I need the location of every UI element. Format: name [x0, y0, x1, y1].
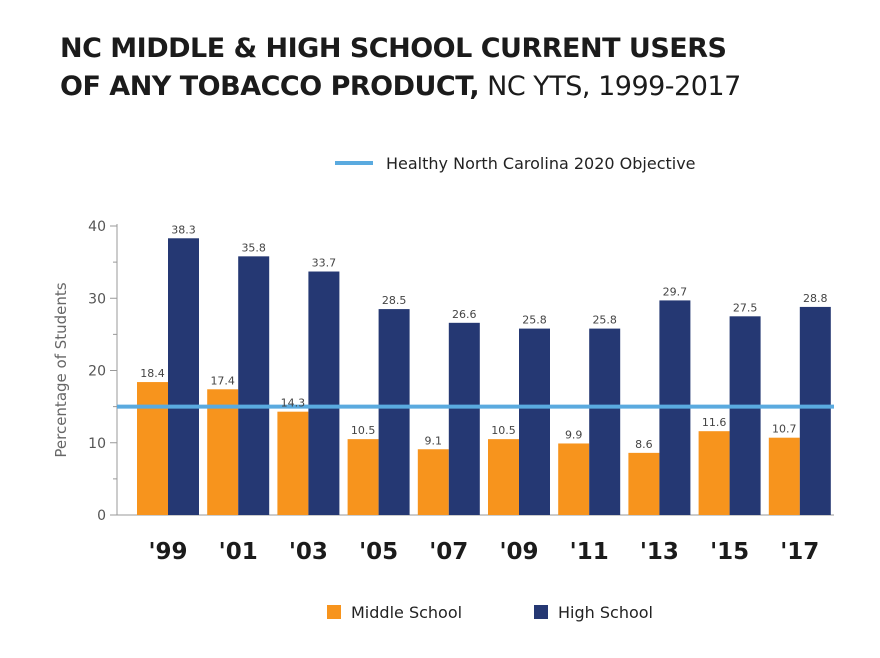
value-label: 25.8: [592, 314, 617, 327]
bar-high-school: [238, 256, 270, 515]
legend-swatch-middle-school: [327, 605, 341, 619]
value-label: 9.9: [565, 428, 583, 441]
value-label: 27.5: [733, 301, 758, 314]
value-label: 11.6: [702, 416, 727, 429]
x-tick-label: '01: [219, 539, 258, 565]
value-label: 10.7: [772, 423, 797, 436]
bar-high-school: [729, 316, 761, 515]
bar-high-school: [308, 271, 340, 515]
chart-title-line1: NC MIDDLE & HIGH SCHOOL CURRENT USERS: [60, 33, 727, 64]
bar-middle-school: [347, 439, 379, 515]
bar-middle-school: [558, 443, 590, 515]
value-label: 28.8: [803, 292, 828, 305]
bar-high-school: [378, 309, 410, 515]
bar-high-school: [448, 322, 480, 515]
legend-swatch-high-school: [534, 605, 548, 619]
value-label: 10.5: [351, 424, 376, 437]
chart-title-line2-light: NC YTS, 1999-2017: [479, 71, 741, 102]
x-tick-label: '03: [289, 539, 328, 565]
bar-middle-school: [417, 449, 449, 515]
y-tick-label: 0: [97, 508, 106, 524]
chart-title-line2-bold: OF ANY TOBACCO PRODUCT,: [60, 71, 480, 102]
y-tick-label: 10: [88, 436, 106, 452]
bar-high-school: [168, 238, 199, 515]
value-label: 29.7: [663, 285, 688, 298]
value-label: 28.5: [382, 294, 407, 307]
value-label: 10.5: [491, 424, 516, 437]
legend: Middle School High School: [327, 603, 653, 622]
value-label: 26.6: [452, 308, 477, 321]
x-tick-label: '99: [148, 539, 187, 565]
value-label: 9.1: [425, 434, 443, 447]
legend-label-middle-school: Middle School: [351, 603, 462, 622]
x-tick-label: '17: [780, 539, 819, 565]
reference-line-legend: Healthy North Carolina 2020 Objective: [335, 154, 696, 173]
value-label: 33.7: [312, 257, 337, 270]
bar-middle-school: [137, 382, 168, 515]
bar-middle-school: [698, 431, 730, 515]
bar-middle-school: [768, 437, 800, 515]
chart-title: NC MIDDLE & HIGH SCHOOL CURRENT USERS OF…: [60, 30, 741, 106]
x-tick-label: '13: [640, 539, 679, 565]
bar-middle-school: [628, 452, 660, 515]
x-tick-label: '11: [570, 539, 609, 565]
value-label: 17.4: [210, 374, 235, 387]
bar-middle-school: [207, 389, 239, 515]
x-tick-label: '15: [710, 539, 749, 565]
x-tick-label: '09: [499, 539, 538, 565]
y-axis-label: Percentage of Students: [52, 282, 70, 457]
value-labels: 18.4 38.3 17.4 35.8 14.3 33.7 10.5 28.5 9.1 26.6 1…: [140, 223, 827, 451]
bars: [137, 238, 831, 515]
legend-label-high-school: High School: [558, 603, 653, 622]
category-labels: '99 '01 '03 '05 '07 '09 '11 '13 '15 '17: [148, 539, 819, 565]
value-label: 38.3: [171, 223, 196, 236]
value-label: 18.4: [140, 367, 165, 380]
y-tick-label: 20: [88, 364, 106, 380]
bar-high-school: [589, 328, 621, 515]
value-label: 8.6: [635, 438, 653, 451]
bar-middle-school: [488, 439, 519, 515]
bar-high-school: [799, 306, 831, 515]
value-label: 35.8: [241, 241, 266, 254]
x-tick-label: '05: [359, 539, 398, 565]
value-label: 25.8: [522, 314, 547, 327]
value-label: 14.3: [281, 397, 306, 410]
bar-middle-school: [277, 411, 309, 515]
reference-line-legend-label: Healthy North Carolina 2020 Objective: [386, 154, 696, 173]
y-tick-label: 40: [88, 219, 106, 235]
x-tick-label: '07: [429, 539, 468, 565]
bar-high-school: [519, 328, 550, 515]
y-tick-label: 30: [88, 291, 106, 307]
